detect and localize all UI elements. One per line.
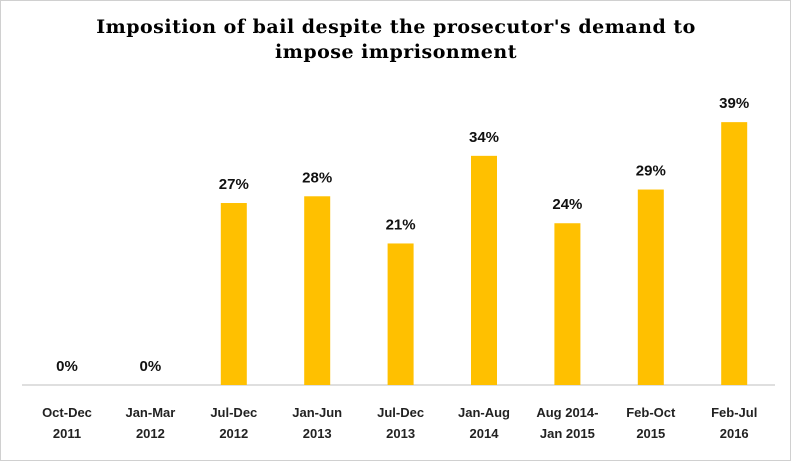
x-tick-label: Feb-Oct 2015 (626, 405, 676, 441)
bar (387, 243, 414, 385)
x-tick-label: Feb-Jul 2016 (711, 405, 757, 441)
value-label: 34% (469, 129, 499, 146)
bar (554, 223, 581, 385)
bar (637, 189, 664, 385)
value-label: 28% (302, 169, 332, 186)
value-label: 0% (56, 358, 78, 375)
x-tick-label: Jan-Mar 2012 (125, 405, 175, 441)
x-tick-label: Jul-Dec 2013 (377, 405, 424, 441)
bar (304, 196, 331, 385)
chart-title: Imposition of bail despite the prosecuto… (96, 16, 696, 63)
value-label: 0% (140, 358, 162, 375)
value-label: 21% (386, 216, 416, 233)
bar (220, 203, 247, 385)
value-label: 39% (719, 95, 749, 112)
value-label: 29% (636, 163, 666, 180)
x-tick-label: Jan-Jun 2013 (292, 405, 342, 441)
x-tick-label: Oct-Dec 2011 (42, 405, 92, 441)
x-tick-label: Jan-Aug 2014 (458, 405, 510, 441)
x-tick-label: Aug 2014-Jan 2015 (536, 405, 598, 441)
bar (721, 122, 748, 385)
x-tick-label: Jul-Dec 2012 (210, 405, 257, 441)
value-label: 27% (219, 176, 249, 193)
value-label: 24% (552, 196, 582, 213)
bar (471, 155, 497, 385)
